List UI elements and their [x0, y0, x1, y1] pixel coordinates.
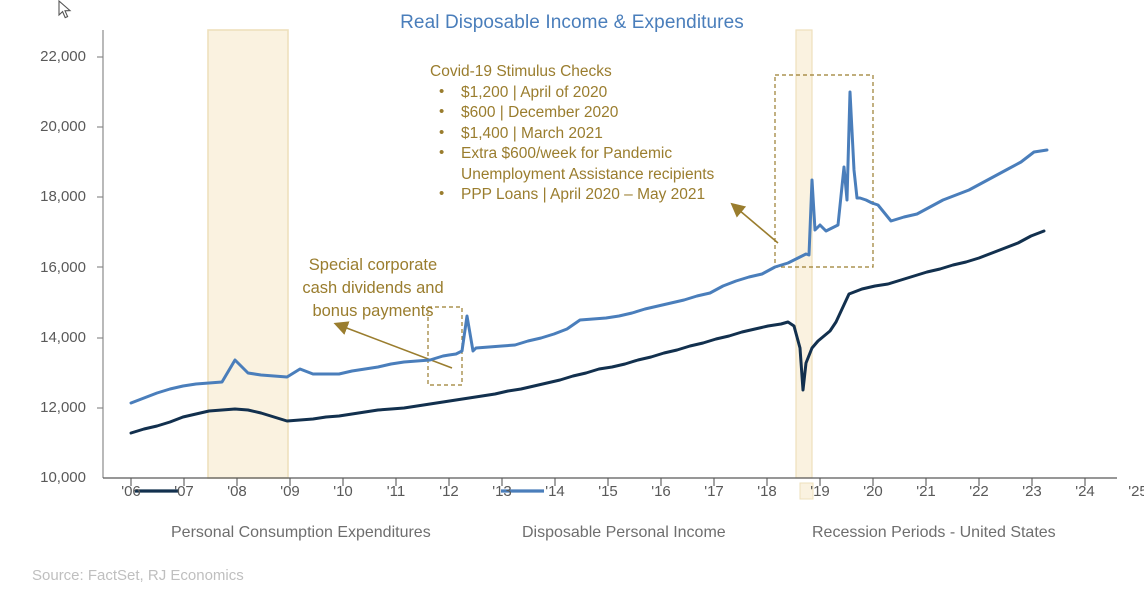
series-disposable-personal-income	[129, 90, 1049, 405]
covid-annotation: Covid-19 Stimulus Checks $1,200 | April …	[430, 62, 761, 206]
mouse-pointer-icon	[58, 0, 74, 20]
x-axis-label-08: '08	[227, 483, 247, 500]
x-axis-label-17: '17	[704, 483, 724, 500]
x-axis-label-18: '18	[757, 483, 777, 500]
x-axis-label-09: '09	[280, 483, 300, 500]
series-personal-consumption-expenditures	[129, 229, 1046, 435]
covid-callout-box	[774, 74, 874, 268]
x-axis-label-22: '22	[969, 483, 989, 500]
y-axis-label-10000: 10,000	[40, 469, 86, 486]
dividends-annotation-line-2: cash dividends and	[302, 279, 444, 297]
x-axis-label-12: '12	[439, 483, 459, 500]
recession-bands	[207, 29, 813, 479]
legend-swatch-recession	[799, 482, 814, 500]
covid-annotation-heading: Covid-19 Stimulus Checks	[430, 63, 612, 80]
x-axis-label-16: '16	[651, 483, 671, 500]
x-axis-label-19: '19	[810, 483, 830, 500]
chart-axes	[97, 30, 1117, 486]
covid-bullet-1: $1,200 | April of 2020	[430, 82, 761, 104]
x-axis-label-13: '13	[492, 483, 512, 500]
legend-item-disposable-personal-income[interactable]: Disposable Personal Income	[522, 524, 726, 541]
covid-bullet-5: PPP Loans | April 2020 – May 2021	[430, 184, 761, 206]
y-axis-label-20000: 20,000	[40, 118, 86, 135]
dividends-annotation-line-3: bonus payments	[312, 302, 434, 320]
x-axis-label-21: '21	[916, 483, 936, 500]
covid-bullet-3: $1,400 | March 2021	[430, 123, 761, 145]
x-axis-label-20: '20	[863, 483, 883, 500]
legend-item-recession-periods[interactable]: Recession Periods - United States	[812, 524, 1056, 541]
y-axis-label-14000: 14,000	[40, 329, 86, 346]
dividends-annotation-line-1: Special corporate	[308, 256, 438, 274]
x-axis-label-06: '06	[121, 483, 141, 500]
x-axis-label-23: '23	[1022, 483, 1042, 500]
x-axis-label-15: '15	[598, 483, 618, 500]
x-axis-label-24: '24	[1075, 483, 1095, 500]
annotation-arrows	[333, 202, 779, 369]
source-note: Source: FactSet, RJ Economics	[32, 567, 244, 584]
y-axis-label-22000: 22,000	[40, 48, 86, 65]
dividends-arrow	[333, 321, 453, 369]
y-axis-label-18000: 18,000	[40, 188, 86, 205]
covid-bullet-2: $600 | December 2020	[430, 102, 761, 124]
covid-arrow	[730, 202, 779, 244]
legend-item-personal-consumption-expenditures[interactable]: Personal Consumption Expenditures	[171, 524, 431, 541]
y-axis-label-12000: 12,000	[40, 399, 86, 416]
page-title: Real Disposable Income & Expenditures	[400, 12, 744, 33]
x-axis-label-25: '25	[1128, 483, 1144, 500]
x-axis-label-11: '11	[386, 483, 406, 500]
x-axis-label-10: '10	[333, 483, 353, 500]
dividends-annotation: Special corporate cash dividends and bon…	[278, 254, 468, 323]
x-axis-label-07: '07	[174, 483, 194, 500]
covid-bullet-4: Extra $600/week for Pandemic Unemploymen…	[430, 143, 761, 185]
legend-swatches	[135, 482, 814, 500]
covid-annotation-bullets: $1,200 | April of 2020 $600 | December 2…	[430, 82, 761, 206]
y-axis-label-16000: 16,000	[40, 259, 86, 276]
x-axis-label-14: '14	[545, 483, 565, 500]
